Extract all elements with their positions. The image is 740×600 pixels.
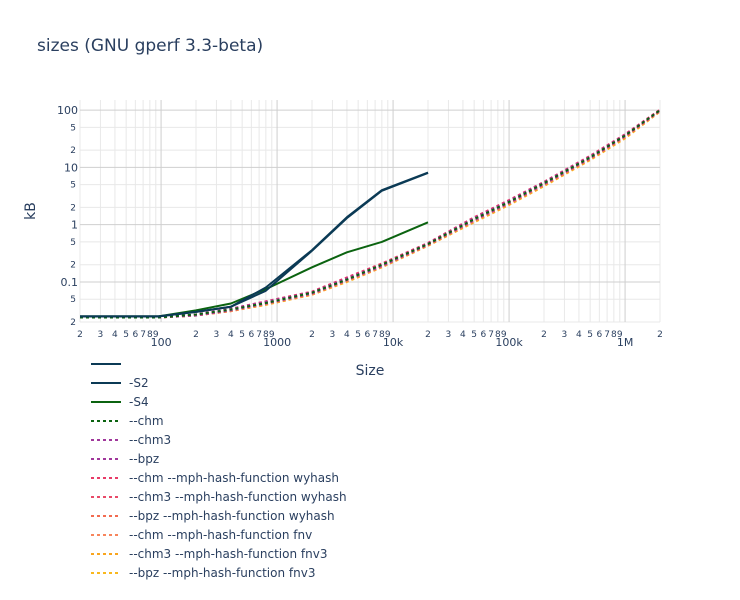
legend-label: --chm3 [129, 433, 171, 447]
x-tick-label-minor: 5 [471, 330, 477, 340]
legend-label: -S4 [129, 395, 149, 409]
x-tick-label-minor: 8 [611, 330, 617, 340]
x-tick-label-minor: 6 [364, 330, 370, 340]
y-tick-label-minor: 5 [70, 295, 76, 305]
x-tick-label-major: 100 [151, 336, 172, 349]
y-tick-label-minor: 5 [70, 238, 76, 248]
legend: -S2 -S4 --chm --chm3 --bpz --chm --mph-hash-f… [91, 363, 347, 580]
legend-item[interactable]: --bpz [91, 452, 159, 466]
y-axis-ticks: 2 5 2 5 2 5 2 5 0.1 1 10 100 [57, 104, 78, 328]
x-tick-label-minor: 5 [587, 330, 593, 340]
x-tick-label-minor: 4 [460, 330, 466, 340]
legend-label: --bpz [129, 452, 159, 466]
x-tick-label-minor: 5 [123, 330, 129, 340]
x-axis-ticks: 100 1000 10k 100k 1M3 4 5 6 7 8 9 2 3 4 5 6 7 8 9 2 3 4 5 6 7 8 9 2… [77, 330, 663, 349]
x-axis-title: Size [356, 363, 385, 379]
y-tick-label-major: 100 [57, 104, 78, 117]
legend-label: --bpz --mph-hash-function wyhash [129, 509, 335, 523]
legend-item[interactable]: --bpz --mph-hash-function fnv3 [91, 566, 315, 580]
legend-item[interactable]: --chm --mph-hash-function fnv [91, 528, 312, 542]
x-tick-label-minor: 3 [98, 330, 104, 340]
x-tick-label-minor: 6 [248, 330, 254, 340]
legend-label: --chm3 --mph-hash-function wyhash [129, 490, 347, 504]
x-tick-label-minor: 8 [495, 330, 501, 340]
x-tick-label-minor: 4 [344, 330, 350, 340]
x-tick-label-leading: 2 [77, 330, 83, 340]
x-tick-label-minor: 9 [501, 330, 507, 340]
series-line-0 [80, 171, 429, 318]
y-tick-label-minor: 2 [70, 261, 76, 271]
legend-item[interactable]: --chm3 --mph-hash-function fnv3 [91, 547, 327, 561]
y-tick-label-minor: 2 [70, 146, 76, 156]
y-tick-label-minor: 2 [70, 203, 76, 213]
x-tick-label-minor: 7 [256, 330, 262, 340]
x-tick-label-minor: 6 [480, 330, 486, 340]
x-tick-label-minor: 6 [132, 330, 138, 340]
x-tick-label-minor: 3 [446, 330, 452, 340]
x-tick-label-trailing: 2 [657, 330, 663, 340]
legend-item[interactable]: -S4 [91, 395, 149, 409]
legend-label: --chm --mph-hash-function wyhash [129, 471, 339, 485]
legend-label: --bpz --mph-hash-function fnv3 [129, 566, 315, 580]
x-tick-label-minor: 3 [214, 330, 220, 340]
series-line-3 [80, 109, 661, 319]
y-tick-label-major: 10 [64, 161, 78, 174]
legend-item[interactable]: --bpz --mph-hash-function wyhash [91, 509, 335, 523]
plot-area [80, 100, 660, 322]
x-tick-label-minor: 3 [330, 330, 336, 340]
y-tick-label-major: 1 [71, 219, 78, 232]
x-tick-label-minor: 8 [379, 330, 385, 340]
legend-label: -S2 [129, 376, 149, 390]
x-tick-label-minor: 6 [596, 330, 602, 340]
y-tick-label-major: 0.1 [61, 276, 79, 289]
x-tick-label-minor: 2 [193, 330, 199, 340]
x-tick-label-minor: 8 [263, 330, 269, 340]
x-tick-label-minor: 2 [309, 330, 315, 340]
x-tick-label-major: 10k [383, 336, 404, 349]
x-tick-label-minor: 9 [385, 330, 391, 340]
grid-minor [79, 100, 661, 323]
x-tick-label-minor: 7 [372, 330, 378, 340]
legend-label: --chm3 --mph-hash-function fnv3 [129, 547, 327, 561]
x-tick-label-minor: 7 [488, 330, 494, 340]
x-tick-label-minor: 9 [269, 330, 275, 340]
x-tick-label-major: 1000 [263, 336, 291, 349]
legend-item[interactable]: --chm [91, 414, 164, 428]
legend-label: --chm [129, 414, 164, 428]
y-tick-label-minor: 5 [70, 123, 76, 133]
x-tick-label-major: 100k [495, 336, 523, 349]
x-tick-label-minor: 5 [239, 330, 245, 340]
legend-item[interactable]: -S2 [91, 376, 149, 390]
x-tick-label-minor: 7 [140, 330, 146, 340]
x-tick-label-minor: 4 [576, 330, 582, 340]
x-tick-label-minor: 2 [425, 330, 431, 340]
x-tick-label-minor: 4 [112, 330, 118, 340]
legend-item[interactable]: --chm3 --mph-hash-function wyhash [91, 490, 347, 504]
x-tick-label-minor: 2 [541, 330, 547, 340]
x-tick-label-minor: 3 [562, 330, 568, 340]
series-layer [80, 108, 661, 319]
y-tick-label-minor: 2 [70, 318, 76, 328]
x-tick-label-minor: 8 [147, 330, 153, 340]
y-tick-label-minor: 5 [70, 181, 76, 191]
x-tick-label-minor: 5 [355, 330, 361, 340]
chart-title: sizes (GNU gperf 3.3-beta) [37, 36, 263, 56]
x-tick-label-minor: 9 [153, 330, 159, 340]
x-tick-label-minor: 4 [228, 330, 234, 340]
legend-item[interactable]: --chm3 [91, 433, 171, 447]
y-axis-title: kB [23, 202, 39, 220]
legend-label: --chm --mph-hash-function fnv [129, 528, 312, 542]
x-tick-label-major: 1M [617, 336, 634, 349]
x-tick-label-minor: 7 [604, 330, 610, 340]
x-tick-label-minor: 9 [617, 330, 623, 340]
legend-item[interactable]: --chm --mph-hash-function wyhash [91, 471, 339, 485]
